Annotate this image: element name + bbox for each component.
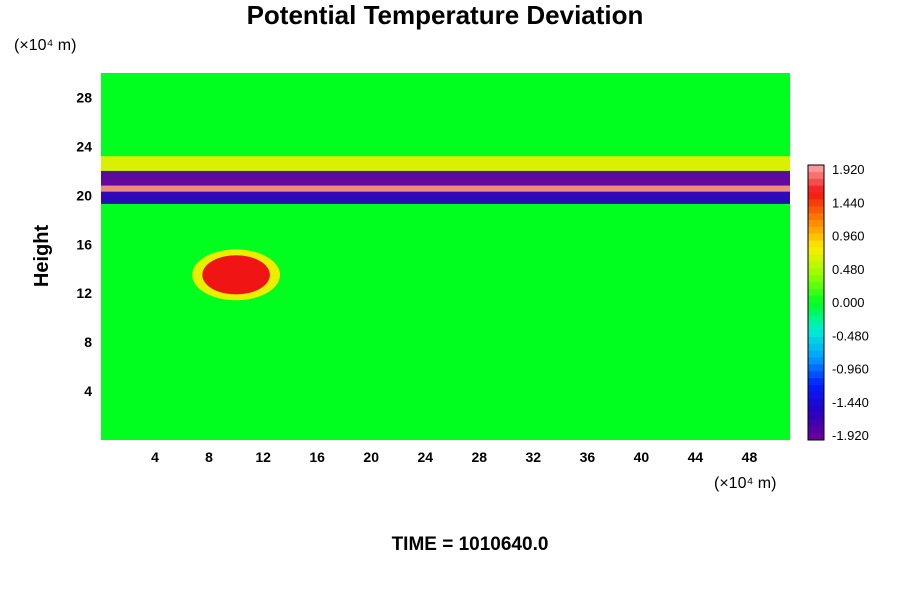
colorbar-segment	[808, 385, 824, 393]
colorbar-segment	[808, 206, 824, 214]
y-tick-label: 8	[84, 334, 92, 350]
colorbar-segment	[808, 261, 824, 269]
x-tick-label: 40	[634, 449, 650, 465]
colorbar-segment	[808, 268, 824, 276]
colorbar-segment	[808, 171, 824, 180]
colorbar-segment	[808, 165, 824, 173]
colorbar-segment	[808, 295, 824, 303]
colorbar-segment	[808, 199, 824, 207]
colorbar-segment	[808, 343, 824, 352]
colorbar-ticks: 1.920 1.440 0.960 0.480 0.000 -0.480 -0.960 -1.…	[832, 162, 869, 443]
colorbar-segment	[808, 254, 824, 262]
colorbar-segment	[808, 398, 824, 407]
colorbar-tick-label: -0.960	[832, 362, 869, 377]
colorbar-tick-label: 0.960	[832, 229, 865, 244]
y-tick-label: 4	[84, 383, 92, 399]
field-blob	[202, 255, 270, 295]
field-background	[101, 73, 790, 440]
x-tick-label: 48	[742, 449, 758, 465]
colorbar-segment	[808, 288, 824, 297]
colorbar-segment	[808, 240, 824, 248]
chart-title: Potential Temperature Deviation	[247, 0, 644, 30]
colorbar-tick-label: -0.480	[832, 328, 869, 343]
colorbar-tick-label: 0.480	[832, 262, 865, 277]
colorbar-segment	[808, 316, 824, 324]
colorbar-segment	[808, 433, 824, 441]
field-band	[101, 170, 790, 186]
x-tick-label: 16	[309, 449, 325, 465]
colorbar-segment	[808, 220, 824, 228]
x-tick-label: 24	[417, 449, 433, 465]
time-label: TIME = 1010640.0	[392, 534, 549, 555]
colorbar-segment	[808, 192, 824, 200]
field-band	[101, 156, 790, 171]
colorbar-segment	[808, 350, 824, 358]
x-tick-label: 28	[471, 449, 487, 465]
colorbar-segment	[808, 281, 824, 290]
colorbar-segment	[808, 412, 824, 420]
colorbar-segment	[808, 226, 824, 235]
x-axis-unit: (×10⁴ m)	[714, 475, 776, 492]
y-tick-label: 24	[76, 138, 92, 154]
colorbar-segment	[808, 371, 824, 379]
colorbar-segment	[808, 378, 824, 386]
colorbar-segment	[808, 336, 824, 345]
x-tick-label: 4	[151, 449, 159, 465]
y-tick-label: 16	[76, 236, 92, 252]
y-tick-label: 20	[76, 187, 92, 203]
colorbar-segment	[808, 426, 824, 434]
colorbar-segment	[808, 391, 824, 400]
x-tick-label: 20	[363, 449, 379, 465]
x-tick-label: 36	[580, 449, 596, 465]
heatmap-field	[101, 73, 790, 440]
colorbar-segment	[808, 178, 824, 187]
colorbar-segment	[808, 323, 824, 331]
y-axis-label: Height	[31, 225, 53, 288]
colorbar-segment	[808, 302, 824, 310]
colorbar	[807, 164, 825, 441]
colorbar-segment	[808, 357, 824, 365]
colorbar-segment	[808, 309, 824, 317]
x-tick-label: 12	[255, 449, 271, 465]
y-axis-ticks: 4 8 12 16 20 24 28	[76, 89, 92, 399]
colorbar-frame	[807, 164, 825, 441]
colorbar-segment	[808, 247, 824, 255]
x-tick-label: 8	[205, 449, 213, 465]
colorbar-segment	[808, 213, 824, 221]
colorbar-tick-label: -1.440	[832, 395, 869, 410]
x-tick-label: 32	[526, 449, 542, 465]
colorbar-segment	[808, 419, 824, 427]
colorbar-tick-label: 0.000	[832, 295, 865, 310]
colorbar-segment	[808, 330, 824, 338]
y-tick-label: 12	[76, 285, 92, 301]
colorbar-segment	[808, 405, 824, 413]
colorbar-segment	[808, 364, 824, 372]
colorbar-segment	[808, 185, 824, 193]
y-axis-unit: (×10⁴ m)	[14, 37, 76, 54]
y-tick-label: 28	[76, 89, 92, 105]
colorbar-tick-label: 1.920	[832, 162, 865, 177]
field-band	[101, 191, 790, 204]
x-tick-label: 44	[688, 449, 704, 465]
x-axis-ticks: 4 8 12 16 20 24 28 32 36 40 44 48	[151, 449, 757, 465]
colorbar-tick-label: -1.920	[832, 428, 869, 443]
colorbar-segment	[808, 275, 824, 283]
colorbar-tick-label: 1.440	[832, 195, 865, 210]
colorbar-segment	[808, 233, 824, 242]
